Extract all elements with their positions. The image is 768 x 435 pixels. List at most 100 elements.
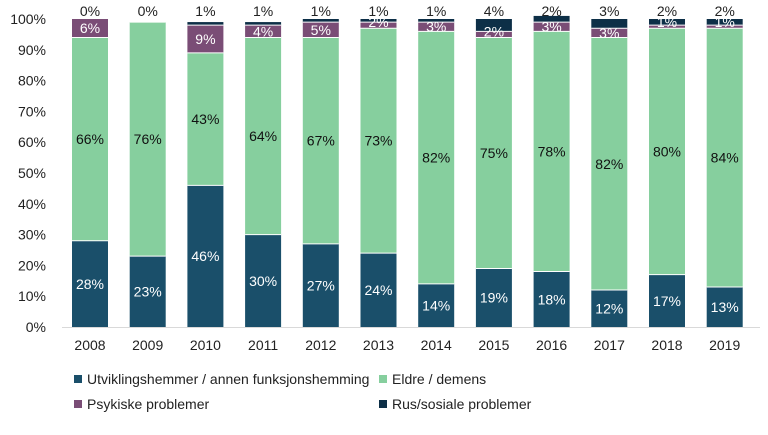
legend-label: Rus/sosiale problemer (392, 396, 532, 412)
x-tick-label-2018: 2018 (651, 337, 682, 353)
x-tick-label-2019: 2019 (709, 337, 740, 353)
data-label-2013-2: 2% (368, 14, 388, 30)
x-tick-label-2015: 2015 (478, 337, 509, 353)
bar-segment-2010-3 (187, 22, 224, 26)
data-label-2012-0: 27% (307, 277, 335, 293)
data-label-2017-0: 12% (595, 301, 623, 317)
data-label-2015-0: 19% (480, 290, 508, 306)
bar-segment-2019-0 (706, 286, 743, 327)
legend-item-eldre[interactable]: Eldre / demens (379, 371, 486, 387)
data-label-2018-2: 1% (657, 14, 677, 30)
legend-swatch-rus (379, 400, 387, 408)
bar-segment-2012-0 (302, 243, 339, 327)
data-label-2010-3: 1% (195, 3, 215, 19)
y-tick-label: 50% (18, 165, 46, 181)
bar-segment-2015-1 (475, 37, 512, 269)
x-tick-label-2009: 2009 (132, 337, 163, 353)
x-axis: 2008 2009 2010 2011 2012 2013 2014 2015 2016 2017… (74, 337, 740, 353)
data-labels: 28%66%6%0%23%76%0%0%46%43%9%1%30%64%4%1%… (76, 3, 739, 317)
bar-segment-2011-1 (245, 37, 282, 235)
bar-segment-2014-3 (418, 19, 455, 23)
bar-segment-2018-0 (649, 274, 685, 327)
data-label-2016-2: 3% (541, 19, 561, 35)
legend-swatch-utviklingshemmer (74, 375, 82, 383)
legend-item-utviklingshemmer[interactable]: Utviklingshemmer / annen funksjonshemmin… (74, 371, 369, 387)
bar-segment-2014-0 (418, 283, 455, 327)
data-label-2015-1: 75% (480, 145, 508, 161)
data-label-2009-1: 76% (134, 131, 162, 147)
bar-segment-2018-3 (649, 19, 685, 26)
bar-segment-2013-2 (360, 22, 397, 29)
y-axis: 0% 10% 20% 30% 40% 50% 60% 70% 80% 90% 100% (10, 11, 760, 335)
bar-segment-2016-2 (533, 22, 570, 32)
bar-segment-2015-3 (475, 19, 512, 32)
bar-segment-2013-0 (360, 253, 397, 327)
legend-swatch-psykiske (74, 400, 82, 408)
bar-segment-2008-2 (72, 19, 108, 38)
bar-segment-2012-2 (302, 22, 339, 38)
data-label-2008-1: 66% (76, 131, 104, 147)
bar-segment-2016-3 (533, 15, 570, 23)
x-tick-label-2014: 2014 (421, 337, 452, 353)
legend-swatch-eldre (379, 375, 387, 383)
data-label-2014-1: 82% (422, 150, 450, 166)
y-tick-label: 90% (18, 42, 46, 58)
data-label-2019-2: 1% (715, 14, 735, 30)
y-tick-label: 70% (18, 103, 46, 119)
legend-item-rus[interactable]: Rus/sosiale problemer (379, 396, 531, 412)
data-label-2012-2: 5% (311, 22, 331, 38)
data-label-2015-3: 4% (484, 3, 504, 19)
legend-item-psykiske[interactable]: Psykiske problemer (74, 396, 209, 412)
data-label-2019-1: 84% (711, 150, 739, 166)
bar-segment-2010-1 (187, 52, 224, 186)
bar-segment-2016-1 (533, 31, 570, 272)
data-label-2018-0: 17% (653, 293, 681, 309)
bar-segment-2011-2 (245, 25, 282, 38)
y-tick-label: 100% (10, 11, 46, 27)
legend-label: Psykiske problemer (87, 396, 210, 412)
bar-segment-2014-2 (418, 22, 455, 32)
bar-segment-2017-1 (591, 37, 628, 291)
bar-segment-2015-0 (475, 268, 512, 327)
data-label-2014-2: 3% (426, 19, 446, 35)
x-tick-label-2011: 2011 (248, 337, 278, 353)
data-label-2008-0: 28% (76, 276, 104, 292)
x-tick-label-2012: 2012 (305, 337, 336, 353)
bar-segment-2019-1 (706, 28, 743, 287)
bar-segment-2011-0 (245, 234, 282, 327)
bar-segment-2010-2 (187, 25, 224, 53)
bar-segment-2016-0 (533, 271, 570, 327)
data-label-2008-2: 6% (80, 20, 100, 36)
data-label-2016-0: 18% (538, 291, 566, 307)
bar-segment-2008-0 (72, 240, 108, 327)
y-tick-label: 60% (18, 134, 46, 150)
data-label-2011-0: 30% (249, 273, 277, 289)
y-tick-label: 40% (18, 196, 46, 212)
bar-segment-2013-1 (360, 28, 397, 254)
x-tick-label-2013: 2013 (363, 337, 394, 353)
bar-segment-2012-1 (302, 37, 339, 244)
y-tick-label: 20% (18, 257, 46, 273)
data-label-2018-1: 80% (653, 143, 681, 159)
data-label-2010-2: 9% (195, 31, 215, 47)
legend: Utviklingshemmer / annen funksjonshemmin… (0, 366, 768, 426)
data-label-2016-3: 2% (541, 3, 561, 19)
data-label-2015-2: 2% (484, 23, 504, 39)
data-label-2014-0: 14% (422, 297, 450, 313)
data-label-2019-3: 2% (715, 3, 735, 19)
data-label-2013-0: 24% (364, 282, 392, 298)
data-label-2019-0: 13% (711, 299, 739, 315)
x-tick-label-2010: 2010 (190, 337, 221, 353)
data-label-2008-3: 0% (80, 3, 100, 19)
data-label-2012-3: 1% (311, 3, 331, 19)
bar-segment-2019-2 (706, 25, 743, 29)
bar-segment-2012-3 (302, 19, 339, 23)
data-label-2011-1: 64% (249, 128, 277, 144)
data-label-2010-0: 46% (191, 248, 219, 264)
data-label-2009-3: 0% (138, 3, 158, 19)
bar-segment-2017-3 (591, 19, 628, 29)
bar-segment-2019-3 (706, 19, 743, 26)
bar-segment-2018-2 (649, 25, 685, 29)
bar-segment-2018-1 (649, 28, 685, 275)
